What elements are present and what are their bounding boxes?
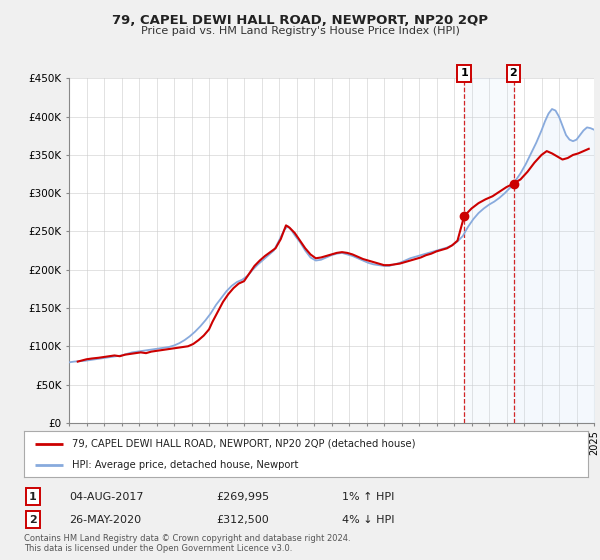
Text: £312,500: £312,500 bbox=[216, 515, 269, 525]
Text: 2: 2 bbox=[509, 68, 517, 78]
Text: HPI: Average price, detached house, Newport: HPI: Average price, detached house, Newp… bbox=[72, 460, 298, 470]
Text: 26-MAY-2020: 26-MAY-2020 bbox=[69, 515, 141, 525]
Text: This data is licensed under the Open Government Licence v3.0.: This data is licensed under the Open Gov… bbox=[24, 544, 292, 553]
Text: £269,995: £269,995 bbox=[216, 492, 269, 502]
Text: 79, CAPEL DEWI HALL ROAD, NEWPORT, NP20 2QP (detached house): 79, CAPEL DEWI HALL ROAD, NEWPORT, NP20 … bbox=[72, 438, 415, 449]
Text: Contains HM Land Registry data © Crown copyright and database right 2024.: Contains HM Land Registry data © Crown c… bbox=[24, 534, 350, 543]
Text: Price paid vs. HM Land Registry's House Price Index (HPI): Price paid vs. HM Land Registry's House … bbox=[140, 26, 460, 36]
Text: 04-AUG-2017: 04-AUG-2017 bbox=[69, 492, 143, 502]
Text: 4% ↓ HPI: 4% ↓ HPI bbox=[342, 515, 395, 525]
Text: 1% ↑ HPI: 1% ↑ HPI bbox=[342, 492, 394, 502]
Text: 1: 1 bbox=[29, 492, 37, 502]
Text: 79, CAPEL DEWI HALL ROAD, NEWPORT, NP20 2QP: 79, CAPEL DEWI HALL ROAD, NEWPORT, NP20 … bbox=[112, 14, 488, 27]
Bar bbox=[464, 78, 514, 423]
Text: 1: 1 bbox=[460, 68, 468, 78]
Text: 2: 2 bbox=[29, 515, 37, 525]
